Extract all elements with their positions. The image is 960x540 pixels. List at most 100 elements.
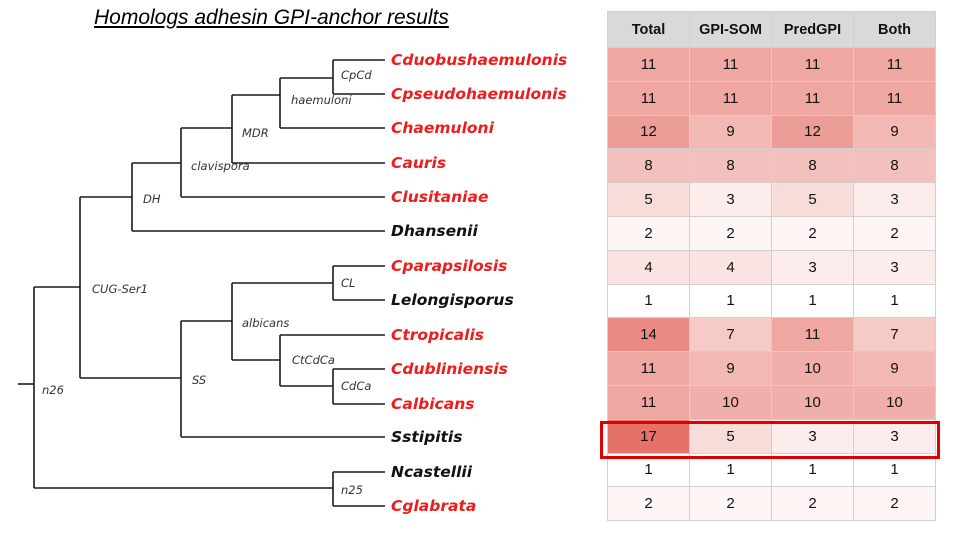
table-cell: 3: [853, 249, 936, 285]
table-cell: 7: [689, 317, 772, 353]
results-table: Total GPI-SOM PredGPI Both 11 11 11 11 11 11 1…: [607, 11, 936, 522]
node-label-mdr: MDR: [242, 126, 269, 140]
phylogenetic-tree: CpCd haemuloni MDR clavispora DH CL CtCd…: [18, 51, 567, 515]
table-cell: 11: [853, 47, 936, 82]
node-label-dh: DH: [143, 192, 161, 206]
tree-leaves: Cduobushaemulonis Cpseudohaemulonis Chaemu…: [391, 51, 567, 515]
table-cell: 3: [853, 418, 936, 454]
table-row: 11 10 10 10: [607, 384, 936, 420]
node-label-albicans: albicans: [242, 316, 289, 330]
table-body: 11 11 11 11 11 11 11 11 12 9 12 9 8 8 8 8 5 3 5 3 2 2 2 2 4 4 3 3 1 1…: [607, 47, 936, 522]
table-cell: 11: [607, 47, 690, 82]
table-cell: 10: [853, 384, 936, 420]
table-cell: 12: [607, 114, 690, 150]
leaf-label-ncastellii: Ncastellii: [391, 463, 473, 481]
table-cell: 9: [853, 114, 936, 150]
table-cell: 2: [853, 215, 936, 251]
table-cell: 12: [771, 114, 854, 150]
table-cell: 11: [689, 47, 772, 82]
table-cell: 11: [607, 351, 690, 386]
header-total: Total: [607, 11, 690, 48]
leaf-label-chaemuloni: Chaemuloni: [391, 119, 495, 137]
leaf-label-cduobushaemulonis: Cduobushaemulonis: [391, 51, 567, 69]
table-cell: 10: [689, 384, 772, 420]
table-cell: 4: [689, 249, 772, 285]
leaf-label-clusitaniae: Clusitaniae: [391, 188, 488, 206]
table-cell: 11: [771, 317, 854, 353]
leaf-label-cpseudohaemulonis: Cpseudohaemulonis: [391, 85, 567, 103]
table-cell: 2: [607, 215, 690, 251]
table-row: 11 9 10 9: [607, 351, 936, 386]
table-row: 12 9 12 9: [607, 114, 936, 150]
table-cell: 1: [607, 283, 690, 319]
table-cell: 11: [771, 80, 854, 116]
table-cell: 5: [771, 182, 854, 217]
table-cell: 3: [853, 182, 936, 217]
header-both: Both: [853, 11, 936, 48]
table-row: 11 11 11 11: [607, 80, 936, 116]
table-cell: 2: [689, 486, 772, 522]
leaf-label-cglabrata: Cglabrata: [391, 497, 476, 515]
node-label-ctcdca: CtCdCa: [292, 353, 335, 367]
table-row: 11 11 11 11: [607, 47, 936, 82]
leaf-label-dhansenii: Dhansenii: [391, 222, 478, 240]
leaf-label-calbicans: Calbicans: [391, 395, 474, 413]
node-label-cl: CL: [341, 276, 355, 290]
table-cell: 2: [771, 486, 854, 522]
table-cell: 9: [689, 114, 772, 150]
table-cell: 11: [853, 80, 936, 116]
table-cell: 5: [689, 418, 772, 454]
leaf-label-cdubliniensis: Cdubliniensis: [391, 360, 508, 378]
leaf-label-cparapsilosis: Cparapsilosis: [391, 257, 507, 275]
table-cell: 2: [607, 486, 690, 522]
table-cell: 3: [771, 249, 854, 285]
table-cell: 8: [771, 148, 854, 184]
table-cell: 11: [689, 80, 772, 116]
node-label-cug-ser1: CUG-Ser1: [92, 282, 148, 296]
table-cell: 2: [689, 215, 772, 251]
table-cell: 3: [689, 182, 772, 217]
table-cell: 11: [771, 47, 854, 82]
figure-title: Homologs adhesin GPI-anchor results: [94, 6, 449, 29]
leaf-label-ctropicalis: Ctropicalis: [391, 326, 484, 344]
table-cell: 10: [771, 384, 854, 420]
table-cell: 2: [771, 215, 854, 251]
node-label-ss: SS: [192, 373, 206, 387]
table-cell: 11: [607, 80, 690, 116]
leaf-label-lelongisporus: Lelongisporus: [391, 291, 514, 309]
table-cell: 8: [853, 148, 936, 184]
table-cell: 2: [853, 486, 936, 522]
table-cell: 9: [689, 351, 772, 386]
table-cell: 3: [771, 418, 854, 454]
table-row: 14 7 11 7: [607, 317, 936, 353]
table-cell: 8: [607, 148, 690, 184]
header-gpi-som: GPI-SOM: [689, 11, 772, 48]
node-label-clavispora: clavispora: [191, 159, 250, 173]
table-cell: 5: [607, 182, 690, 217]
highlight-box-sstipitis: [600, 421, 940, 459]
header-predgpi: PredGPI: [771, 11, 854, 48]
node-label-cpcd: CpCd: [341, 68, 372, 82]
table-cell: 1: [689, 283, 772, 319]
node-label-n26: n26: [42, 383, 64, 397]
node-label-n25: n25: [341, 483, 363, 497]
table-cell: 1: [771, 283, 854, 319]
table-cell: 10: [771, 351, 854, 386]
table-cell: 11: [607, 384, 690, 420]
tree-branches: [18, 59, 385, 507]
table-cell: 14: [607, 317, 690, 353]
table-cell: 7: [853, 317, 936, 353]
table-header-row: Total GPI-SOM PredGPI Both: [607, 11, 936, 48]
table-cell: 4: [607, 249, 690, 285]
table-cell: 9: [853, 351, 936, 386]
node-label-cdca: CdCa: [341, 379, 371, 393]
table-cell: 8: [689, 148, 772, 184]
node-label-haemuloni: haemuloni: [291, 93, 352, 107]
leaf-label-cauris: Cauris: [391, 154, 446, 172]
